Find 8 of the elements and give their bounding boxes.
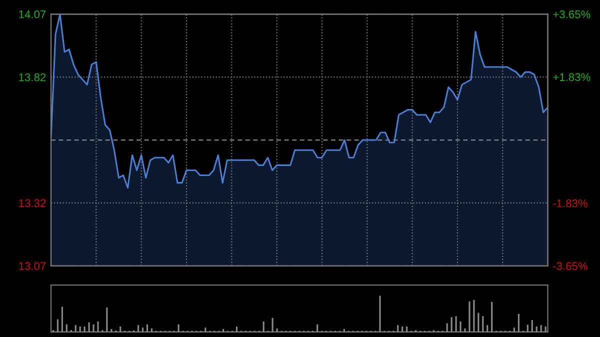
y-tick-label: 14.07 [19,10,46,18]
y2-tick-label: -1.83% [553,199,588,208]
y-tick-label: 13.32 [19,199,46,208]
y-tick-label: 13.07 [19,262,46,270]
y-tick-label: 13.82 [19,73,46,82]
y2-tick-label: -3.65% [553,262,588,270]
y2-tick-label: +1.83% [553,73,590,82]
y2-tick-label: +3.65% [553,10,590,18]
